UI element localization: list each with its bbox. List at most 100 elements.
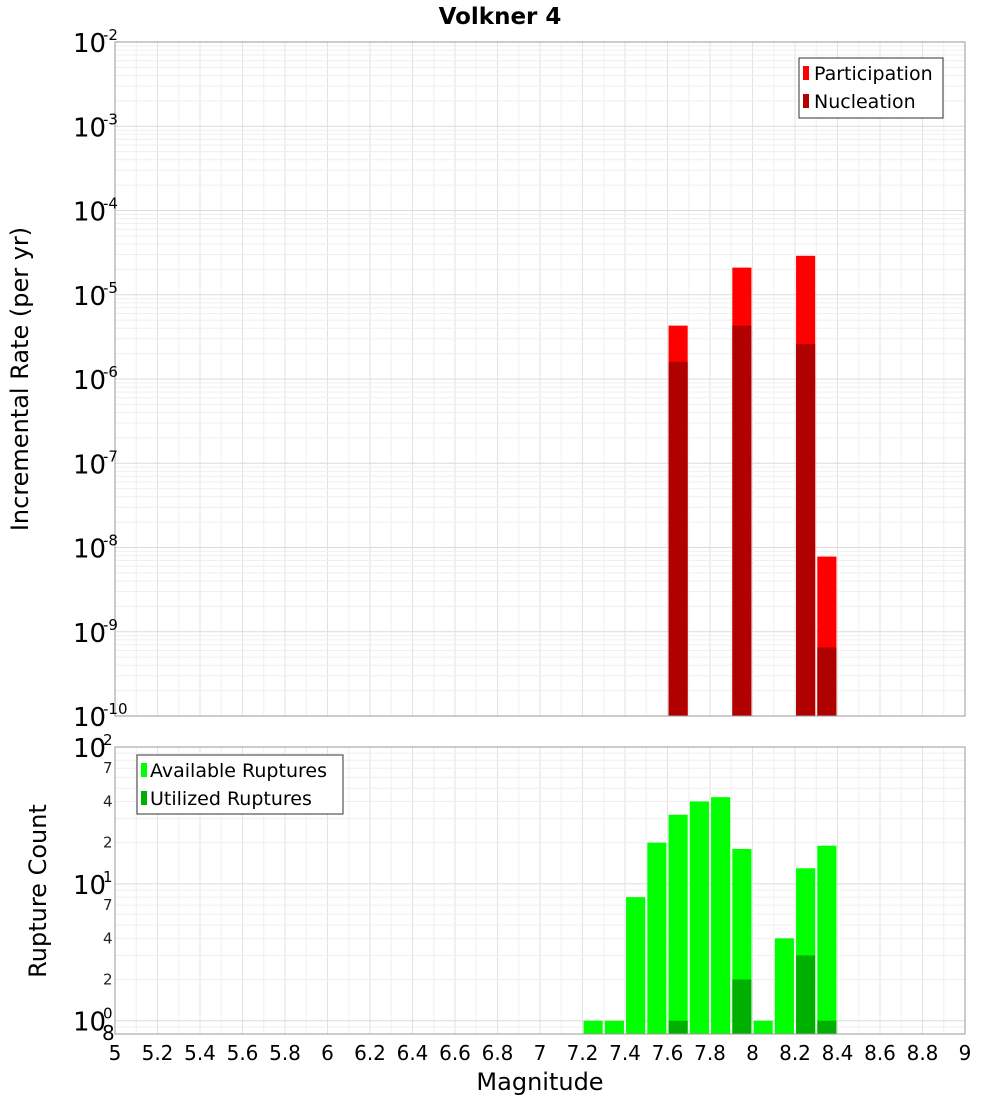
x-tick-label: 7.6 xyxy=(652,1041,684,1065)
bar-utilized-ruptures xyxy=(668,1020,688,1034)
bar-available-ruptures xyxy=(668,814,688,1034)
bar-available-ruptures xyxy=(626,897,646,1034)
legend-swatch-available-ruptures xyxy=(141,763,147,777)
x-tick-label: 6.4 xyxy=(397,1041,429,1065)
counts-y-axis-label: Rupture Count xyxy=(24,804,52,978)
y-tick-base: 10 xyxy=(73,871,106,901)
x-tick-label: 8.2 xyxy=(779,1041,811,1065)
y-tick-base: 10 xyxy=(73,113,106,143)
y-tick-label: 100 xyxy=(73,1005,113,1038)
bar-utilized-ruptures xyxy=(796,955,816,1034)
y-minor-tick-label: 4 xyxy=(103,929,113,947)
y-tick-base: 10 xyxy=(73,282,106,312)
y-tick-label: 10-3 xyxy=(73,110,118,143)
x-tick-label: 9 xyxy=(959,1041,972,1065)
y-tick-label: 102 xyxy=(73,731,113,764)
y-tick-base: 10 xyxy=(73,366,106,396)
legend-swatch-nucleation xyxy=(803,94,809,108)
y-tick-label: 10-8 xyxy=(73,532,118,565)
bar-nucleation xyxy=(817,647,837,716)
y-tick-exponent: -9 xyxy=(103,616,118,634)
y-minor-tick-label: 2 xyxy=(103,971,113,989)
rates-y-tick-labels: 10-210-310-410-510-610-710-810-910-10 xyxy=(73,26,128,733)
y-tick-exponent: -8 xyxy=(103,532,118,550)
y-minor-tick-label: 2 xyxy=(103,834,113,852)
y-minor-tick-label: 7 xyxy=(103,896,113,914)
rates-legend: Participation Nucleation xyxy=(798,57,944,119)
y-tick-exponent: -5 xyxy=(103,279,118,297)
y-tick-exponent: 0 xyxy=(103,1005,113,1023)
counts-legend: Available Ruptures Utilized Ruptures xyxy=(136,754,344,815)
x-tick-label: 8.8 xyxy=(907,1041,939,1065)
counts-plot-frame xyxy=(114,746,966,1035)
x-tick-labels: 5 5.2 5.4 5.6 5.8 6 6.2 6.4 6.6 6.8 7 7.2 7.4 7.6 7.8 8… xyxy=(109,1041,972,1065)
y-minor-tick-label: 7 xyxy=(103,759,113,777)
x-tick-label: 6.2 xyxy=(354,1041,386,1065)
bar-nucleation xyxy=(668,361,688,716)
y-tick-label: 10-5 xyxy=(73,279,118,312)
rates-plot-frame xyxy=(114,41,966,717)
y-tick-label: 10-10 xyxy=(73,700,128,733)
y-tick-base: 10 xyxy=(73,703,106,733)
counts-legend-box xyxy=(136,754,344,815)
y-tick-label: 101 xyxy=(73,868,113,901)
x-tick-label: 5.6 xyxy=(227,1041,259,1065)
x-tick-label: 7 xyxy=(534,1041,547,1065)
y-tick-exponent: -10 xyxy=(103,700,128,718)
y-tick-base: 10 xyxy=(73,1008,106,1038)
bar-available-ruptures xyxy=(774,938,794,1034)
x-tick-label: 6.8 xyxy=(482,1041,514,1065)
bar-available-ruptures xyxy=(753,1020,773,1034)
bar-nucleation xyxy=(796,344,816,716)
x-tick-label: 8 xyxy=(746,1041,759,1065)
bar-nucleation xyxy=(732,325,752,716)
rates-gridlines xyxy=(114,41,966,717)
bar-available-ruptures xyxy=(647,842,667,1034)
x-tick-label: 5.2 xyxy=(142,1041,174,1065)
x-tick-label: 6 xyxy=(321,1041,334,1065)
bar-utilized-ruptures xyxy=(732,979,752,1034)
bar-available-ruptures xyxy=(817,845,837,1034)
chart-title: Volkner 4 xyxy=(439,4,562,30)
rates-y-axis-label: Incremental Rate (per yr) xyxy=(6,227,34,531)
x-tick-label: 5.8 xyxy=(269,1041,301,1065)
y-tick-exponent: -6 xyxy=(103,363,118,381)
legend-label-participation: Participation xyxy=(814,63,933,85)
x-tick-label: 7.4 xyxy=(609,1041,641,1065)
bar-utilized-ruptures xyxy=(817,1020,837,1034)
y-tick-exponent: -3 xyxy=(103,110,118,128)
y-tick-exponent: 2 xyxy=(103,731,113,749)
x-tick-label: 5.4 xyxy=(184,1041,216,1065)
y-tick-label: 10-7 xyxy=(73,447,118,480)
legend-label-utilized-ruptures: Utilized Ruptures xyxy=(150,788,312,810)
y-tick-label: 10-9 xyxy=(73,616,118,649)
x-tick-label: 7.8 xyxy=(694,1041,726,1065)
y-tick-exponent: -7 xyxy=(103,447,118,465)
y-minor-tick-label: 8 xyxy=(102,1021,115,1045)
x-tick-label: 5 xyxy=(109,1041,122,1065)
x-tick-label: 7.2 xyxy=(567,1041,599,1065)
x-tick-label: 6.6 xyxy=(439,1041,471,1065)
x-tick-label: 8.4 xyxy=(822,1041,854,1065)
bar-available-ruptures xyxy=(604,1020,624,1034)
counts-bars xyxy=(583,797,837,1034)
x-tick-label: 8.6 xyxy=(864,1041,896,1065)
y-tick-exponent: -2 xyxy=(103,26,118,44)
bar-available-ruptures xyxy=(711,797,731,1034)
y-minor-tick-label: 4 xyxy=(103,792,113,810)
y-tick-base: 10 xyxy=(73,450,106,480)
rates-panel: 10-210-310-410-510-610-710-810-910-10 In… xyxy=(6,26,966,733)
y-tick-base: 10 xyxy=(73,619,106,649)
x-axis-label: Magnitude xyxy=(476,1068,603,1096)
rates-bars xyxy=(668,255,837,716)
y-tick-base: 10 xyxy=(73,535,106,565)
legend-swatch-utilized-ruptures xyxy=(141,791,147,805)
y-tick-exponent: -4 xyxy=(103,195,118,213)
y-tick-base: 10 xyxy=(73,198,106,228)
legend-swatch-participation xyxy=(803,66,809,80)
y-tick-label: 10-2 xyxy=(73,26,118,59)
bar-available-ruptures xyxy=(583,1020,603,1034)
